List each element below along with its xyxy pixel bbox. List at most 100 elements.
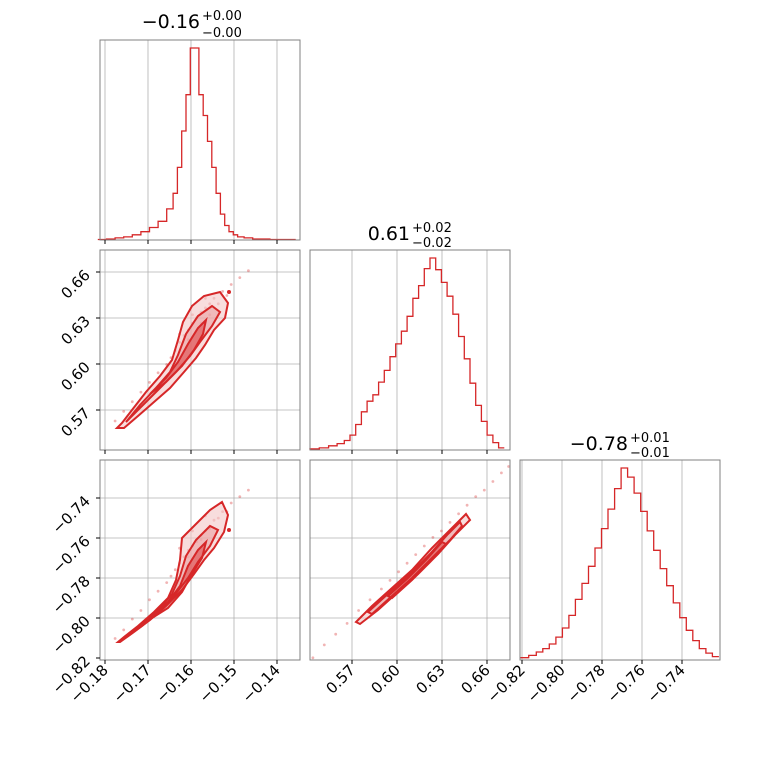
- scatter-point: [139, 390, 143, 394]
- contour-inner-2-0: [151, 538, 208, 619]
- title-diag-1: 0.61 +0.02 −0.02: [368, 221, 452, 251]
- contours-2-0: [115, 500, 231, 643]
- scatter-point: [122, 410, 126, 413]
- x-tick-labels-col2: −0.82 −0.80 −0.78 −0.76 −0.74: [484, 661, 689, 706]
- scatter-point: [122, 628, 126, 632]
- scatter-point: [229, 501, 233, 505]
- histogram-diag-0: [97, 47, 296, 241]
- y1-tick-label: 0.60: [57, 358, 93, 394]
- grid-diag-2: [521, 460, 683, 660]
- scatter-point: [440, 529, 443, 533]
- scatter-point: [465, 503, 469, 507]
- frame-diag-0: [99, 39, 301, 241]
- title-diag-0: −0.16 +0.00 −0.00: [142, 9, 242, 41]
- scatter-point: [322, 643, 326, 647]
- scatter-point: [397, 570, 400, 574]
- scatter-point: [130, 617, 134, 621]
- scatter-point: [247, 269, 250, 273]
- frame-pair-2-0: [99, 459, 301, 661]
- x2-tick-label: −0.82: [484, 661, 529, 706]
- x1-tick-label: 0.60: [367, 661, 403, 697]
- y1-tick-label: 0.66: [57, 266, 93, 302]
- frame-pair-2-1: [309, 459, 511, 661]
- x0-tick-label: −0.15: [196, 661, 241, 706]
- y-tick-labels-row1: 0.66 0.63 0.60 0.57: [57, 266, 93, 440]
- scatter-point: [165, 581, 169, 584]
- contour-inner-1-0: [149, 316, 208, 395]
- panel-diag-1: 0.61 +0.02 −0.02: [309, 221, 511, 451]
- scatter-point: [405, 561, 409, 565]
- contours-1-0: [114, 290, 231, 429]
- contour-inner-2-1: [386, 540, 448, 600]
- scatter-point: [113, 637, 117, 640]
- x-tick-labels-col0: −0.18 −0.17 −0.16 −0.15 −0.14: [67, 661, 284, 706]
- scatter-point: [156, 589, 160, 593]
- scatter-point: [238, 495, 242, 498]
- frame-diag-1: [309, 249, 511, 451]
- y-tick-labels-row2: −0.74 −0.76 −0.78 −0.80 −0.82: [49, 492, 94, 697]
- contour-outer-2-0: [115, 500, 230, 643]
- scatter-point: [311, 656, 315, 660]
- scatter-point: [388, 579, 392, 582]
- frame-diag-2: [519, 459, 721, 661]
- histogram-diag-1: [309, 257, 505, 450]
- scatter-point: [334, 632, 338, 636]
- tick-marks: [96, 240, 683, 664]
- scatter-point: [482, 488, 486, 492]
- y2-tick-label: −0.76: [49, 532, 94, 577]
- grid-diag-0: [104, 40, 278, 240]
- title-upper-2: +0.01: [630, 431, 670, 446]
- scatter-point: [491, 480, 495, 483]
- scatter-point: [474, 495, 478, 498]
- x2-tick-label: −0.76: [604, 661, 649, 706]
- panel-diag-2: −0.78 +0.01 −0.01: [519, 431, 721, 661]
- scatter-point: [148, 381, 151, 384]
- y2-tick-label: −0.80: [49, 612, 94, 657]
- scatter-point: [113, 419, 117, 423]
- scatter-point: [507, 465, 510, 468]
- grid-diag-1: [351, 250, 488, 450]
- title-median-0: −0.16: [142, 11, 200, 33]
- scatter-point: [169, 574, 173, 578]
- panel-pair-2-1: [309, 459, 511, 661]
- scatter-point: [414, 553, 418, 556]
- y2-tick-label: −0.78: [49, 572, 94, 617]
- scatter-point: [139, 609, 143, 612]
- scatter-point: [357, 609, 360, 612]
- scatter-point: [156, 371, 160, 375]
- scatter-point: [225, 294, 229, 297]
- scatter-point: [247, 488, 250, 492]
- contours-2-1: [354, 512, 472, 626]
- scatter-points-2-1: [311, 465, 510, 660]
- title-median-2: −0.78: [570, 433, 628, 455]
- x2-tick-label: −0.80: [524, 661, 569, 706]
- scatter-point: [173, 568, 177, 572]
- panel-pair-1-0: [99, 249, 301, 451]
- x1-tick-label: 0.63: [412, 661, 448, 697]
- grid-pair-2-1: [310, 460, 510, 660]
- title-upper-1: +0.02: [412, 221, 452, 236]
- title-lower-2: −0.01: [630, 446, 670, 461]
- x-tick-labels-col1: 0.57 0.60 0.63 0.66: [322, 661, 493, 697]
- scatter-point: [457, 512, 460, 516]
- scatter-point: [238, 276, 242, 279]
- histogram-diag-2: [520, 467, 719, 659]
- scatter-point: [345, 622, 349, 625]
- x0-tick-label: −0.14: [239, 661, 284, 706]
- contour-mid-2-1: [366, 520, 464, 616]
- scatter-point: [221, 290, 225, 293]
- title-diag-2: −0.78 +0.01 −0.01: [570, 431, 670, 461]
- scatter-point: [148, 598, 151, 602]
- y1-tick-label: 0.63: [57, 312, 93, 348]
- y2-tick-label: −0.74: [49, 492, 94, 537]
- contour-blob-1-0: [227, 290, 231, 294]
- scatter-point: [229, 283, 233, 286]
- x0-tick-label: −0.17: [110, 661, 155, 706]
- scatter-point: [130, 400, 134, 404]
- y1-tick-label: 0.57: [57, 404, 93, 440]
- contour-blob-2-0: [227, 528, 231, 532]
- title-lower-0: −0.00: [202, 26, 242, 41]
- title-upper-0: +0.00: [202, 9, 242, 24]
- frame-pair-1-0: [99, 249, 301, 451]
